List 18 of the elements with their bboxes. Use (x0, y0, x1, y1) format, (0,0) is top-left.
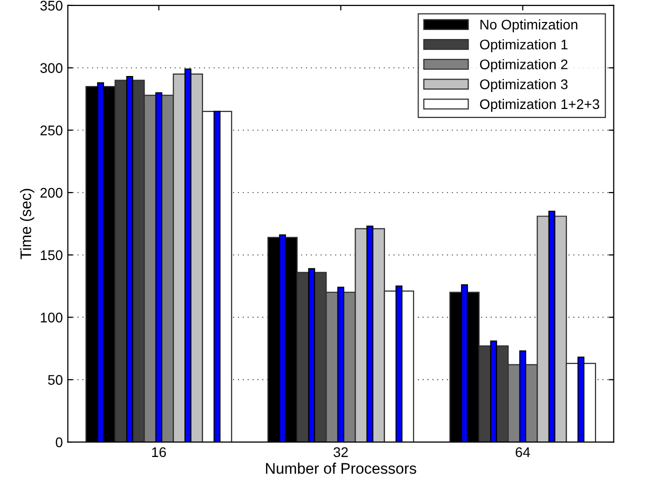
y-tick-label: 250 (40, 126, 62, 136)
y-tick-label: 150 (40, 250, 62, 260)
legend-label: Optimization 2 (480, 59, 568, 72)
y-tick-label: 50 (48, 375, 62, 385)
legend-label: Optimization 1 (480, 39, 568, 52)
x-tick-label: 16 (152, 447, 166, 458)
legend-label: Optimization 1+2+3 (480, 98, 600, 112)
y-tick-label: 200 (40, 188, 62, 198)
y-tick-label: 300 (40, 63, 62, 73)
y-tick-label: 0 (56, 437, 62, 448)
x-axis-title: Number of Processors (266, 462, 416, 474)
x-tick-label: 64 (516, 447, 530, 458)
legend-label: Optimization 3 (480, 79, 568, 92)
y-tick-label: 350 (40, 0, 62, 11)
x-tick-label: 32 (334, 447, 348, 458)
legend-label: No Optimization (480, 19, 578, 32)
y-axis-title: Time (sec) (20, 188, 34, 260)
y-tick-label: 100 (40, 312, 62, 322)
